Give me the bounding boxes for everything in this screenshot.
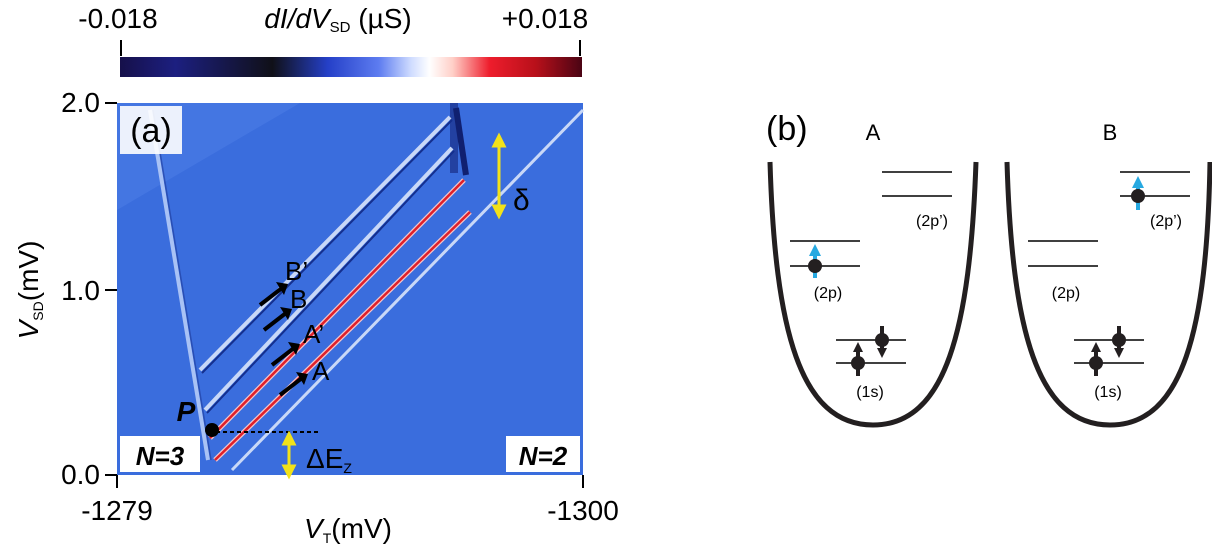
colorbar-title-main: dI/dV [264,3,332,34]
colorbar-title: dI/dVSD (µS) [264,3,411,36]
label-dez: ΔEZ [306,443,352,476]
level-2p-a: (2p) [814,285,842,302]
colorbar-gradient [120,57,582,77]
label-p: P [177,396,196,427]
y-axis-unit: (mV) [13,241,44,302]
colorbar-min-label: -0.018 [78,3,157,34]
label-n2: N=2 [519,441,568,471]
level-2p-prime-b: (2p’) [1150,213,1182,230]
y-tick-2: 2.0 [61,87,100,118]
colorbar-title-sub: SD [330,19,351,36]
label-dez-main: ΔE [306,443,343,474]
arrow-a-prime [262,311,288,332]
x-axis-title-sub: T [323,530,332,546]
electron-2p-prime-b [1131,189,1145,203]
potential-well-a [767,161,979,428]
x-tick-left: -1279 [81,495,153,526]
panel-b: (b) A B (2p’) (2p) (1s) [766,110,1212,428]
colorbar-max-label: +0.018 [502,3,588,34]
panel-b-title-a: A [866,120,881,145]
line-b-prime [198,115,452,372]
x-axis-unit: (mV) [331,513,392,544]
panel-b-label: (b) [766,110,808,148]
label-b-prime: B’ [285,256,308,286]
panel-b-title-b: B [1103,120,1118,145]
diamond-edge-left [148,109,210,461]
label-n3: N=3 [136,441,185,471]
point-p [205,423,219,437]
electron-1s-down-a [875,333,889,347]
label-a: A [312,356,330,386]
label-dez-sub: Z [343,460,352,476]
arrow-a [270,346,296,367]
colorbar: -0.018 +0.018 dI/dVSD (µS) [78,3,588,77]
level-2p-b: (2p) [1052,285,1080,302]
y-tick-0: 0.0 [61,459,100,490]
diamond-edge-right [230,108,585,472]
arrow-a2 [278,376,304,397]
y-axis-title-main: V [13,318,44,339]
level-1s-b: (1s) [1094,384,1122,401]
electron-1s-up-a [851,356,865,370]
label-a-prime: A’ [303,319,324,349]
level-1s-a: (1s) [856,384,884,401]
y-axis-title-sub: SD [30,301,46,320]
label-delta: δ [513,184,530,217]
y-tick-1: 1.0 [61,275,100,306]
panel-a-label: (a) [130,112,172,150]
x-tick-right: -1300 [547,495,619,526]
line-b [203,146,454,412]
level-2p-prime-a: (2p’) [916,213,948,230]
potential-well-b [1004,161,1212,428]
label-b: B [290,284,307,314]
y-axis-title: VSD(mV) [13,241,46,340]
electron-2p-a [808,259,822,273]
colorbar-title-unit: (µS) [358,3,411,34]
electron-1s-up-b [1089,356,1103,370]
x-axis-title: VT(mV) [304,513,392,546]
electron-1s-down-b [1112,333,1126,347]
arrow-b [258,286,284,307]
panel-a: N=3 N=2 (a) P ΔEZ δ B’ B A’ A [13,87,619,546]
x-axis-title-main: V [304,513,325,544]
